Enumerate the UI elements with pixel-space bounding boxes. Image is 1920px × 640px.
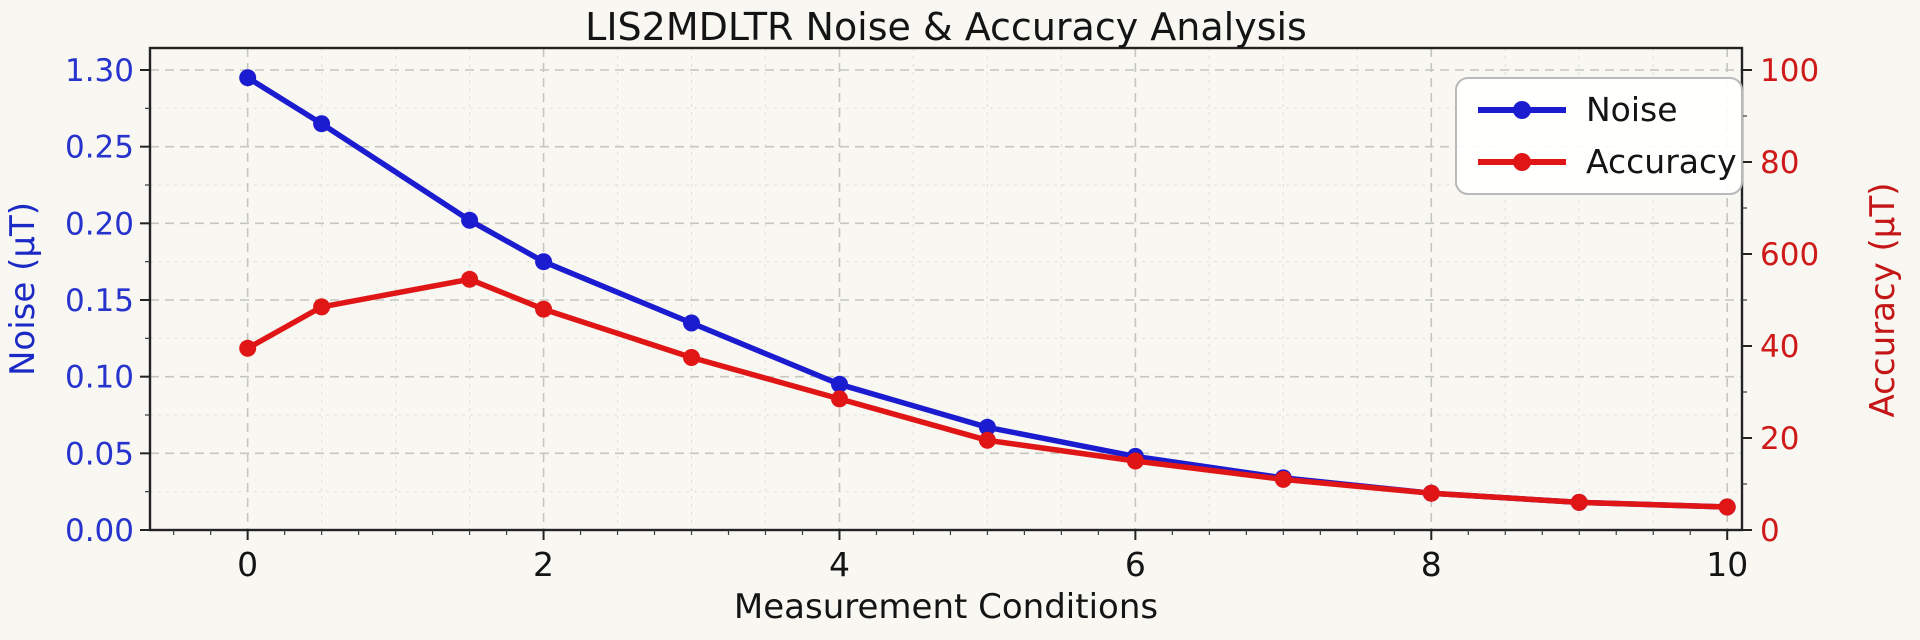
right-tick-label: 100 (1760, 53, 1819, 89)
right-tick-label: 0 (1760, 513, 1780, 549)
x-tick-label: 4 (829, 545, 850, 584)
data-point-accuracy (461, 270, 479, 288)
data-point-accuracy (978, 431, 996, 449)
right-y-axis-label: Accuracy (μT) (1863, 183, 1903, 418)
data-point-noise (535, 253, 553, 271)
right-tick-label: 20 (1760, 421, 1799, 457)
right-tick-label: 80 (1760, 145, 1799, 181)
left-tick-label: 0.05 (65, 436, 134, 472)
data-point-accuracy (1718, 498, 1736, 516)
right-tick-label: 600 (1760, 237, 1819, 273)
series-accuracy (239, 270, 1736, 516)
data-point-accuracy (831, 390, 848, 408)
legend-label-accuracy: Accuracy (1586, 142, 1737, 181)
legend-noise-marker-sample (1513, 101, 1531, 119)
data-point-noise (313, 115, 331, 133)
data-point-noise (683, 314, 700, 332)
x-axis-label: Measurement Conditions (734, 587, 1158, 627)
data-point-accuracy (313, 298, 331, 316)
right-tick-label: 40 (1760, 329, 1799, 365)
left-y-axis-label: Noise (μT) (3, 202, 43, 376)
plot-border (148, 46, 1744, 532)
left-tick-label: 0.25 (65, 130, 134, 166)
left-tick-label: 0.00 (65, 513, 134, 549)
axis-tick-labels: 0 2 4 6 8 10 0.00 0.05 0.10 0.15 0.20 0.25 1.30 0 20 40… (65, 53, 1819, 584)
x-tick-label: 2 (533, 545, 554, 584)
gridlines-minor (150, 48, 1742, 530)
legend: Noise Accuracy (1455, 77, 1743, 195)
left-tick-label: 1.30 (65, 53, 134, 89)
x-tick-label: 6 (1125, 545, 1146, 584)
data-point-accuracy (1126, 452, 1144, 470)
x-tick-label: 8 (1421, 545, 1442, 584)
legend-label-noise: Noise (1586, 90, 1678, 129)
left-tick-label: 0.10 (65, 360, 134, 396)
legend-accuracy-marker-sample (1513, 153, 1531, 171)
data-point-accuracy (1274, 470, 1292, 488)
axis-ticks (140, 69, 1752, 540)
data-point-accuracy (1570, 493, 1588, 511)
data-point-noise (978, 418, 996, 436)
data-point-accuracy (1422, 484, 1440, 502)
data-series (239, 69, 1736, 516)
left-tick-label: 0.20 (65, 206, 134, 242)
data-point-accuracy (683, 349, 700, 366)
data-point-noise (239, 69, 257, 87)
data-point-accuracy (239, 339, 257, 357)
data-point-noise (831, 375, 848, 393)
x-tick-label: 0 (237, 545, 258, 584)
left-tick-label: 0.15 (65, 283, 134, 319)
chart-title: LIS2MDLTR Noise & Accuracy Analysis (585, 5, 1307, 49)
data-point-accuracy (535, 300, 553, 318)
series-line-accuracy (244, 276, 1730, 510)
data-point-noise (461, 211, 479, 229)
x-tick-label: 10 (1706, 545, 1748, 584)
